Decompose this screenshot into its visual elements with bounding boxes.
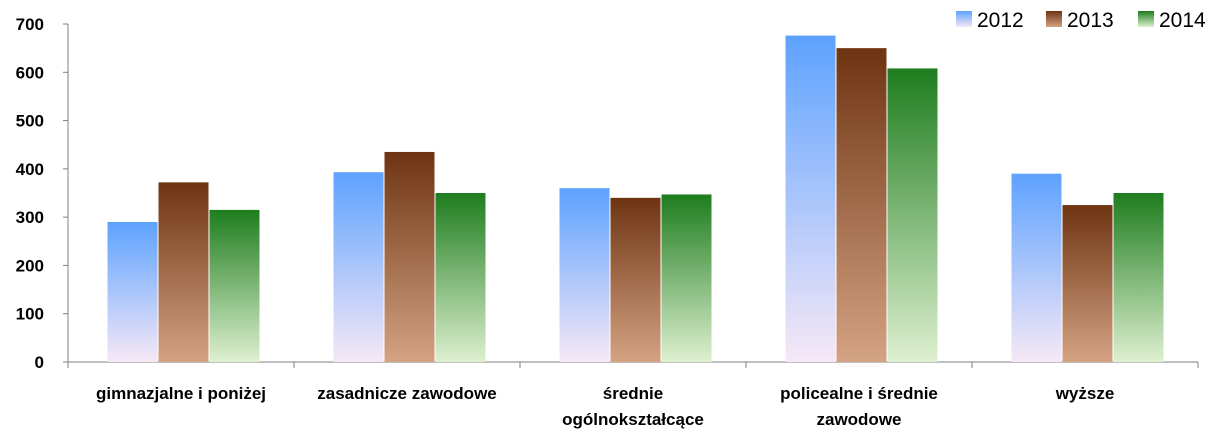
bar-2014-4 [887, 68, 938, 363]
bar-2012-5 [1011, 173, 1062, 362]
chart-legend: 2012 2013 2014 [956, 9, 1206, 32]
x-category-label: wyższe [1055, 384, 1115, 403]
x-category-label: zawodowe [816, 410, 901, 429]
bar-2012-1 [107, 221, 158, 362]
y-tick-label: 500 [16, 112, 44, 131]
bar-2012-3 [559, 188, 610, 362]
legend-swatch-2012 [956, 11, 972, 27]
y-tick-label: 300 [16, 208, 44, 227]
bar-2012-2 [333, 172, 384, 362]
legend-label-2013: 2013 [1067, 9, 1114, 32]
x-category-label: ogólnokształcące [562, 410, 704, 429]
y-tick-label: 700 [16, 15, 44, 34]
bar-2013-4 [836, 48, 887, 363]
y-tick-label: 200 [16, 256, 44, 275]
bar-2014-2 [435, 193, 486, 362]
legend-swatch-2014 [1138, 11, 1154, 27]
x-category-label: zasadnicze zawodowe [317, 384, 497, 403]
bar-2013-5 [1062, 205, 1113, 362]
x-category-label: policealne i średnie [780, 384, 938, 403]
bar-2013-1 [158, 182, 209, 362]
bar-2013-2 [384, 151, 435, 362]
legend-label-2012: 2012 [977, 9, 1024, 32]
y-tick-label: 0 [35, 353, 44, 372]
x-category-label: gimnazjalne i poniżej [96, 384, 266, 403]
y-tick-label: 100 [16, 305, 44, 324]
legend-label-2014: 2014 [1159, 9, 1206, 32]
x-category-labels: gimnazjalne i poniżej zasadnicze zawodowe… [96, 384, 1114, 429]
bar-2013-3 [610, 197, 661, 362]
bar-2014-5 [1113, 193, 1164, 362]
bar-2014-3 [661, 194, 712, 362]
y-tick-labels: 0 100 200 300 400 500 600 700 [16, 15, 44, 372]
x-category-label: średnie [603, 384, 663, 403]
bar-2014-1 [209, 209, 260, 362]
y-tick-label: 600 [16, 63, 44, 82]
legend-swatch-2013 [1046, 11, 1062, 27]
bar-2012-4 [785, 35, 836, 363]
chart-bars [107, 35, 1164, 363]
y-tick-label: 400 [16, 160, 44, 179]
